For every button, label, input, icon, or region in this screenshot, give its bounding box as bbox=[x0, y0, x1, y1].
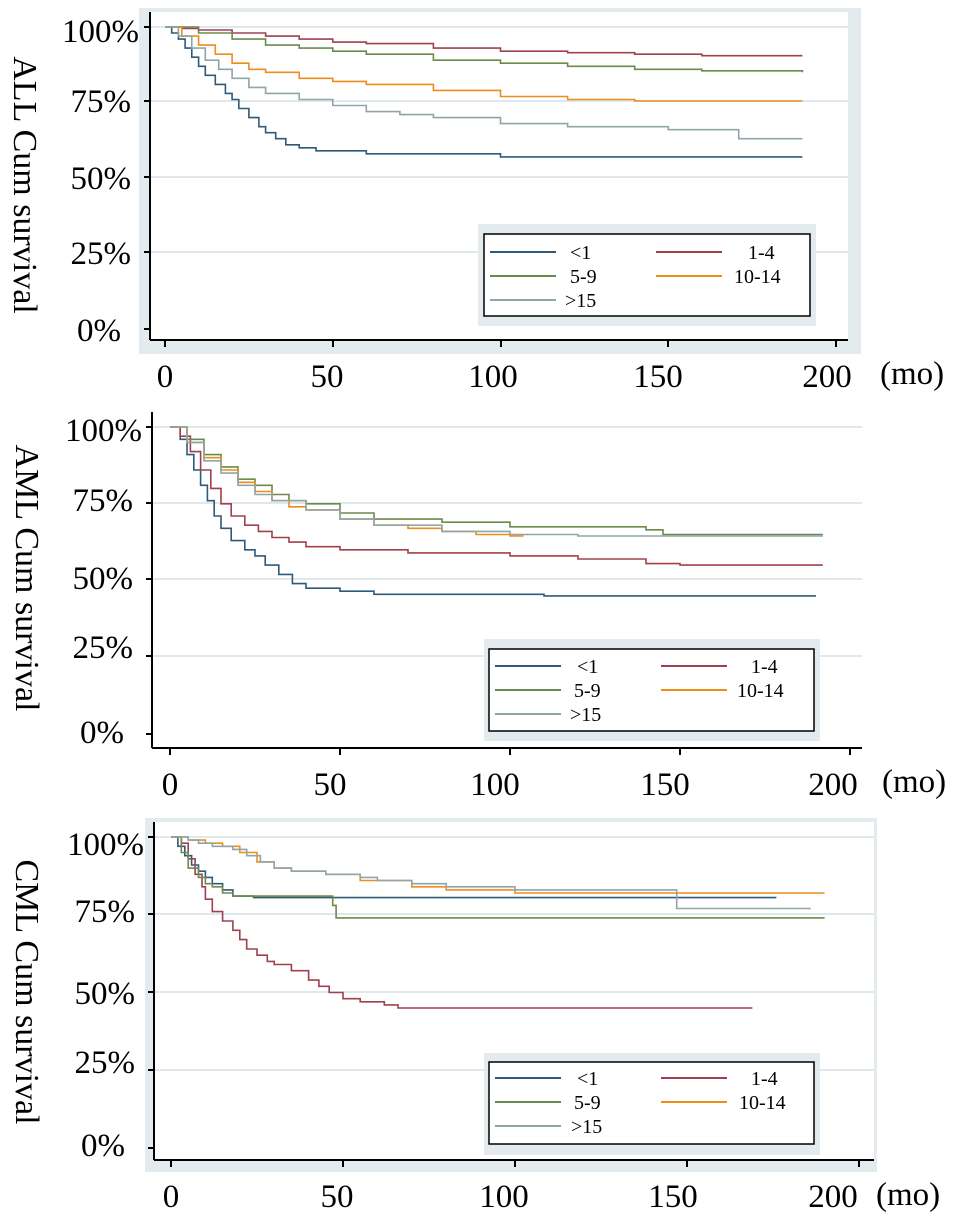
y-axis: 100% 75% 50% 25% 0% ALL Cum survival bbox=[6, 12, 151, 349]
series-line-1 bbox=[171, 836, 753, 1009]
series-line-4 bbox=[170, 426, 823, 537]
legend-label: 5-9 bbox=[570, 266, 597, 288]
legend-label: >15 bbox=[570, 704, 601, 726]
x-axis-unit: (mo) bbox=[880, 356, 944, 392]
x-tick-label: 50 bbox=[314, 767, 347, 803]
x-axis: 0 50 100 150 200 (mo) bbox=[152, 747, 946, 803]
x-tick-label: 0 bbox=[162, 767, 179, 803]
y-tick-label: 100% bbox=[65, 413, 142, 449]
series-line-3 bbox=[165, 26, 803, 102]
y-tick-label: 100% bbox=[62, 14, 139, 50]
x-tick-label: 150 bbox=[648, 1179, 698, 1215]
y-tick-label: 50% bbox=[71, 161, 132, 197]
panel-aml: 100% 75% 50% 25% 0% AML Cum survival 0 5… bbox=[8, 412, 946, 803]
y-axis: 100% 75% 50% 25% 0% AML Cum survival bbox=[8, 412, 153, 751]
x-tick-label: 100 bbox=[470, 767, 520, 803]
y-tick-label: 50% bbox=[73, 561, 134, 597]
y-axis-title: CML Cum survival bbox=[8, 859, 45, 1124]
legend-label: <1 bbox=[577, 1068, 598, 1090]
x-tick-label: 0 bbox=[163, 1179, 180, 1215]
x-tick-label: 200 bbox=[808, 1179, 858, 1215]
legend-label: 10-14 bbox=[737, 680, 784, 702]
legend: <1 1-4 5-9 10-14 >15 bbox=[484, 639, 820, 741]
legend-label: 1-4 bbox=[751, 656, 778, 678]
panel-cml: 100% 75% 50% 25% 0% CML Cum survival 0 5… bbox=[8, 818, 940, 1215]
series-line-4 bbox=[165, 26, 803, 140]
x-tick-label: 100 bbox=[468, 359, 518, 395]
x-axis-unit: (mo) bbox=[876, 1177, 940, 1213]
series-group bbox=[170, 426, 823, 597]
x-tick-label: 50 bbox=[321, 1179, 354, 1215]
x-axis: 0 50 100 150 200 (mo) bbox=[154, 1159, 940, 1215]
legend-label: 5-9 bbox=[574, 1092, 601, 1114]
series-line-0 bbox=[170, 426, 816, 597]
y-tick-label: 0% bbox=[81, 1128, 125, 1164]
x-tick-label: 0 bbox=[157, 359, 174, 395]
series-line-2 bbox=[171, 836, 825, 919]
x-tick-label: 200 bbox=[802, 359, 852, 395]
legend: <1 1-4 5-9 10-14 >15 bbox=[478, 224, 816, 326]
y-tick-label: 25% bbox=[75, 1045, 136, 1081]
x-tick-label: 200 bbox=[808, 767, 858, 803]
y-tick-label: 75% bbox=[71, 84, 132, 120]
y-axis: 100% 75% 50% 25% 0% CML Cum survival bbox=[8, 822, 155, 1164]
y-axis-title: ALL Cum survival bbox=[6, 56, 43, 314]
series-line-4 bbox=[171, 836, 811, 910]
x-tick-label: 150 bbox=[633, 359, 683, 395]
y-tick-label: 25% bbox=[73, 630, 134, 666]
series-line-2 bbox=[165, 26, 804, 73]
legend-label: 10-14 bbox=[739, 1092, 786, 1114]
series-line-0 bbox=[165, 26, 803, 158]
series-group bbox=[171, 836, 825, 1009]
y-tick-label: 75% bbox=[75, 894, 136, 930]
series-line-1 bbox=[165, 26, 803, 57]
legend-label: 1-4 bbox=[751, 1068, 778, 1090]
x-axis-unit: (mo) bbox=[882, 764, 946, 800]
panel-all: 100% 75% 50% 25% 0% ALL Cum survival 0 5… bbox=[6, 8, 944, 395]
legend-label: 1-4 bbox=[748, 242, 775, 264]
x-tick-label: 100 bbox=[479, 1179, 529, 1215]
legend: <1 1-4 5-9 10-14 >15 bbox=[484, 1053, 820, 1155]
y-tick-label: 0% bbox=[80, 715, 124, 751]
y-axis-title: AML Cum survival bbox=[8, 445, 45, 712]
legend-label: <1 bbox=[577, 656, 598, 678]
legend-label: 10-14 bbox=[734, 266, 781, 288]
y-tick-label: 25% bbox=[71, 236, 132, 272]
y-tick-label: 0% bbox=[77, 313, 121, 349]
y-tick-label: 100% bbox=[67, 827, 144, 863]
y-tick-label: 75% bbox=[73, 483, 134, 519]
x-axis: 0 50 100 150 200 (mo) bbox=[150, 339, 944, 395]
y-tick-label: 50% bbox=[75, 976, 136, 1012]
legend-label: >15 bbox=[571, 1116, 602, 1138]
x-tick-label: 50 bbox=[311, 359, 344, 395]
series-line-1 bbox=[170, 426, 823, 566]
series-group bbox=[165, 26, 804, 158]
legend-label: >15 bbox=[565, 290, 596, 312]
legend-label: 5-9 bbox=[574, 680, 601, 702]
legend-label: <1 bbox=[570, 242, 591, 264]
x-tick-label: 150 bbox=[640, 767, 690, 803]
